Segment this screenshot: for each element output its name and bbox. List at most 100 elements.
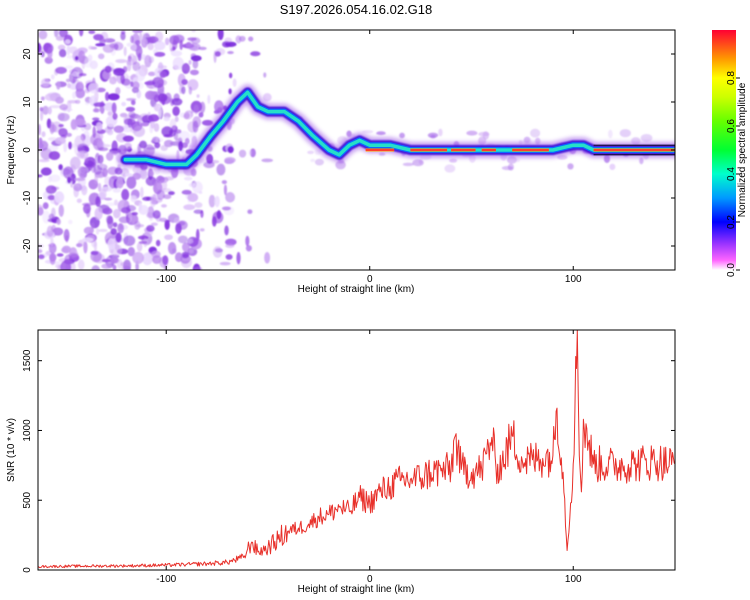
spectrogram-noise-blob bbox=[38, 30, 48, 40]
spectrogram-noise-blob bbox=[47, 218, 57, 223]
spectrogram-noise-blob bbox=[227, 51, 234, 55]
snr-panel: -100 0 100 0 500 1000 1500 Height of straight… bbox=[6, 329, 676, 595]
spectrogram-noise-blob bbox=[90, 250, 102, 263]
spectrogram-noise-blob bbox=[169, 118, 177, 131]
spectrogram-ytick-label: 10 bbox=[22, 96, 33, 108]
spectrogram-noise-blob bbox=[530, 128, 541, 138]
spectrogram-noise-blob bbox=[38, 204, 43, 212]
spectrogram-noise-blob bbox=[114, 167, 123, 175]
spectrogram-noise-blob bbox=[135, 68, 146, 82]
spectrogram-noise-blob bbox=[192, 181, 203, 194]
spectrogram-noise-blob bbox=[232, 78, 237, 87]
spectrogram-noise-blob bbox=[102, 167, 108, 178]
spectrogram-noise-blob bbox=[221, 206, 231, 211]
spectrogram-noise-blob bbox=[98, 228, 108, 233]
spectrogram-noise-blob bbox=[245, 235, 250, 247]
spectrogram-noise-blob bbox=[188, 43, 201, 51]
spectrogram-noise-blob bbox=[223, 184, 228, 196]
spectrogram-noise-blob bbox=[57, 44, 66, 51]
spectrogram-noise-blob bbox=[58, 128, 68, 137]
spectrogram-noise-blob bbox=[73, 183, 83, 192]
spectrogram-noise-blob bbox=[177, 235, 188, 244]
spectrogram-noise-blob bbox=[114, 199, 118, 206]
spectrogram-noise-blob bbox=[58, 123, 64, 128]
spectrogram-noise-blob bbox=[181, 251, 190, 259]
spectrogram-noise-blob bbox=[38, 254, 45, 260]
spectrogram-noise-blob bbox=[482, 131, 490, 140]
spectrogram-noise-blob bbox=[157, 93, 168, 103]
spectrogram-noise-blob bbox=[93, 33, 104, 41]
spectrogram-noise-blob bbox=[40, 96, 45, 101]
spectrogram-noise-blob bbox=[163, 139, 174, 148]
figure-title: S197.2026.054.16.02.G18 bbox=[280, 2, 433, 17]
spectrogram-noise-blob bbox=[245, 245, 252, 252]
spectrogram-noise-blob bbox=[63, 142, 68, 153]
snr-ytick-label: 500 bbox=[22, 491, 33, 508]
spectrogram-noise-blob bbox=[109, 76, 117, 85]
spectrogram-noise-blob bbox=[48, 242, 57, 254]
spectrogram-noise-blob bbox=[121, 78, 131, 86]
snr-frame bbox=[37, 329, 676, 571]
spectrogram-noise-blob bbox=[216, 163, 226, 176]
spectrogram-noise-blob bbox=[49, 121, 55, 135]
spectrogram-noise-blob bbox=[156, 189, 165, 200]
spectrogram-noise-blob bbox=[163, 194, 172, 200]
spectrogram-noise-blob bbox=[84, 102, 90, 106]
spectrogram-noise-blob bbox=[132, 30, 143, 34]
spectrogram-noise-blob bbox=[77, 239, 85, 247]
spectrogram-noise-blob bbox=[63, 166, 74, 179]
colorbar-tick-label: 0.0 bbox=[726, 263, 737, 277]
spectrogram-noise-blob bbox=[56, 218, 61, 225]
spectrogram-ridge bbox=[117, 84, 675, 173]
ridge-core-cyan bbox=[123, 90, 675, 167]
spectrogram-noise-blob bbox=[164, 176, 175, 181]
spectrogram-noise-blob bbox=[250, 51, 261, 57]
spectrogram-noise-blob bbox=[77, 168, 87, 174]
spectrogram-noise-blob bbox=[224, 156, 236, 164]
spectrogram-noise-blob bbox=[158, 179, 168, 191]
spectrogram-noise-blob bbox=[99, 189, 107, 200]
spectrogram-noise-blob bbox=[181, 189, 192, 195]
spectrogram-noise-blob bbox=[444, 164, 456, 173]
spectrogram-noise-blob bbox=[77, 259, 85, 270]
spectrogram-noise-blob bbox=[47, 194, 56, 201]
spectrogram-noise-blob bbox=[376, 131, 386, 136]
spectrogram-noise-blob bbox=[47, 175, 53, 183]
spectrogram-noise-blob bbox=[113, 43, 119, 50]
spectrogram-noise-blob bbox=[185, 110, 195, 114]
spectrogram-noise-blob bbox=[116, 258, 123, 269]
spectrogram-noise-blob bbox=[56, 253, 64, 257]
spectrogram-noise-blob bbox=[48, 213, 55, 220]
spectrogram-noise-blob bbox=[208, 194, 216, 208]
spectrogram-noise-blob bbox=[217, 30, 224, 41]
spectrogram-noise-blob bbox=[97, 154, 104, 164]
spectrogram-noise-blob bbox=[55, 35, 65, 41]
spectrogram-noise-blob bbox=[427, 132, 439, 138]
spectrogram-noise-blob bbox=[307, 150, 314, 155]
spectrogram-noise-blob bbox=[119, 112, 128, 118]
spectrogram-noise-blob bbox=[124, 173, 134, 177]
spectrogram-noise-blob bbox=[142, 32, 146, 46]
spectrogram-noise-blob bbox=[619, 129, 631, 138]
spectrogram-noise-blob bbox=[106, 129, 114, 136]
spectrogram-noise-blob bbox=[174, 252, 183, 263]
spectrogram-noise-blobs bbox=[38, 30, 657, 270]
spectrogram-noise-blob bbox=[133, 125, 146, 138]
spectrogram-noise-blob bbox=[181, 86, 186, 95]
snr-xtick-label: 0 bbox=[367, 574, 373, 585]
spectrogram-noise-blob bbox=[105, 152, 114, 161]
spectrogram-noise-blob bbox=[174, 218, 180, 224]
snr-ytick-label: 1500 bbox=[22, 349, 33, 372]
snr-series-line bbox=[38, 330, 675, 569]
spectrogram-noise-blob bbox=[194, 202, 203, 208]
spectrogram-y-label: Frequency (Hz) bbox=[6, 116, 17, 185]
spectrogram-noise-blob bbox=[58, 30, 68, 38]
spectrogram-noise-blob bbox=[121, 188, 130, 201]
spectrogram-noise-blob bbox=[110, 228, 117, 235]
spectrogram-noise-blob bbox=[130, 35, 134, 44]
spectrogram-noise-blob bbox=[113, 208, 121, 219]
spectrogram-noise-blob bbox=[378, 152, 386, 156]
spectrogram-noise-blob bbox=[134, 39, 141, 46]
spectrogram-noise-blob bbox=[199, 228, 205, 232]
spectrogram-noise-blob bbox=[207, 94, 211, 104]
